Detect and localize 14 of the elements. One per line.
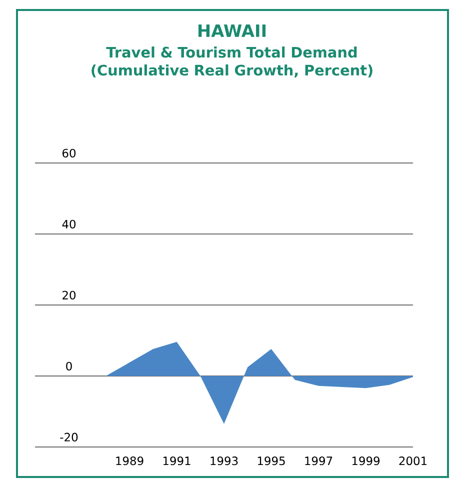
x-tick-label: 2001 — [399, 456, 427, 466]
chart-subtitle: Travel & Tourism Total Demand (Cumulative Real Growth, Percent) — [92, 46, 372, 78]
y-tick-label: 60 — [62, 148, 76, 158]
y-tick-label: 0 — [66, 362, 72, 370]
x-tick-label: 1999 — [352, 456, 380, 466]
x-tick-label: 1989 — [116, 456, 144, 466]
x-tick-label: 1991 — [163, 456, 190, 466]
x-tick-label: 1997 — [305, 456, 332, 466]
y-tick-label: 20 — [62, 290, 76, 300]
chart-title: HAWAII — [198, 24, 266, 37]
x-tick-label: 1993 — [210, 456, 238, 466]
x-tick-label: 1995 — [258, 456, 285, 466]
y-tick-label: 40 — [62, 220, 76, 228]
y-tick-label: -20 — [60, 432, 78, 442]
